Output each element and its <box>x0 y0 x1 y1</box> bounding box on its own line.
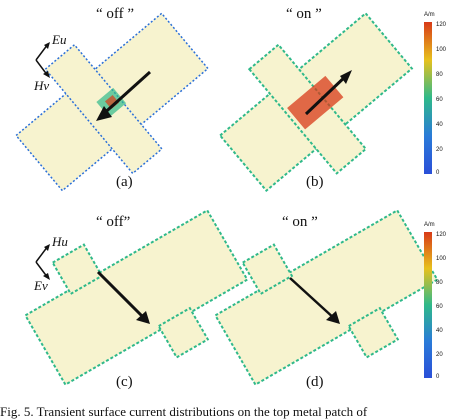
colorbar-bottom-unit: A/m <box>424 222 435 228</box>
colorbar-bottom-tick-80: 80 <box>436 280 443 286</box>
panel-label-c: (c) <box>116 374 133 390</box>
panel-label-a: (a) <box>116 174 133 190</box>
colorbar-top-unit: A/m <box>424 12 435 18</box>
axis-label-hu: Hu <box>52 234 68 249</box>
colorbar-top <box>424 22 432 174</box>
panel-label-b: (b) <box>306 174 324 190</box>
colorbar-bottom-tick-40: 40 <box>436 328 443 334</box>
state-label-b: “ on ” <box>286 6 322 22</box>
colorbar-top-tick-60: 60 <box>436 97 443 103</box>
state-label-d: “ on ” <box>282 214 318 230</box>
colorbar-bottom-tick-120: 120 <box>436 232 447 238</box>
axis-label-hv: Hv <box>34 78 50 93</box>
colorbar-bottom-tick-60: 60 <box>436 304 443 310</box>
colorbar-top-tick-120: 120 <box>436 22 447 28</box>
colorbar-bottom <box>424 232 432 378</box>
colorbar-top-tick-0: 0 <box>436 170 440 176</box>
colorbar-bottom-tick-0: 0 <box>436 374 440 380</box>
state-label-c: “ off” <box>96 214 131 230</box>
colorbar-top-tick-40: 40 <box>436 122 443 128</box>
state-label-a: “ off ” <box>96 6 135 22</box>
colorbar-top-tick-20: 20 <box>436 147 443 153</box>
panel-label-d: (d) <box>306 374 324 390</box>
colorbar-top-tick-100: 100 <box>436 47 447 53</box>
figure-caption: Fig. 5. Transient surface current distri… <box>0 404 368 419</box>
colorbar-top-tick-80: 80 <box>436 72 443 78</box>
axis-label-ev: Ev <box>34 278 48 293</box>
colorbar-bottom-tick-100: 100 <box>436 256 447 262</box>
colorbar-bottom-tick-20: 20 <box>436 352 443 358</box>
axis-label-eu: Eu <box>52 32 67 47</box>
